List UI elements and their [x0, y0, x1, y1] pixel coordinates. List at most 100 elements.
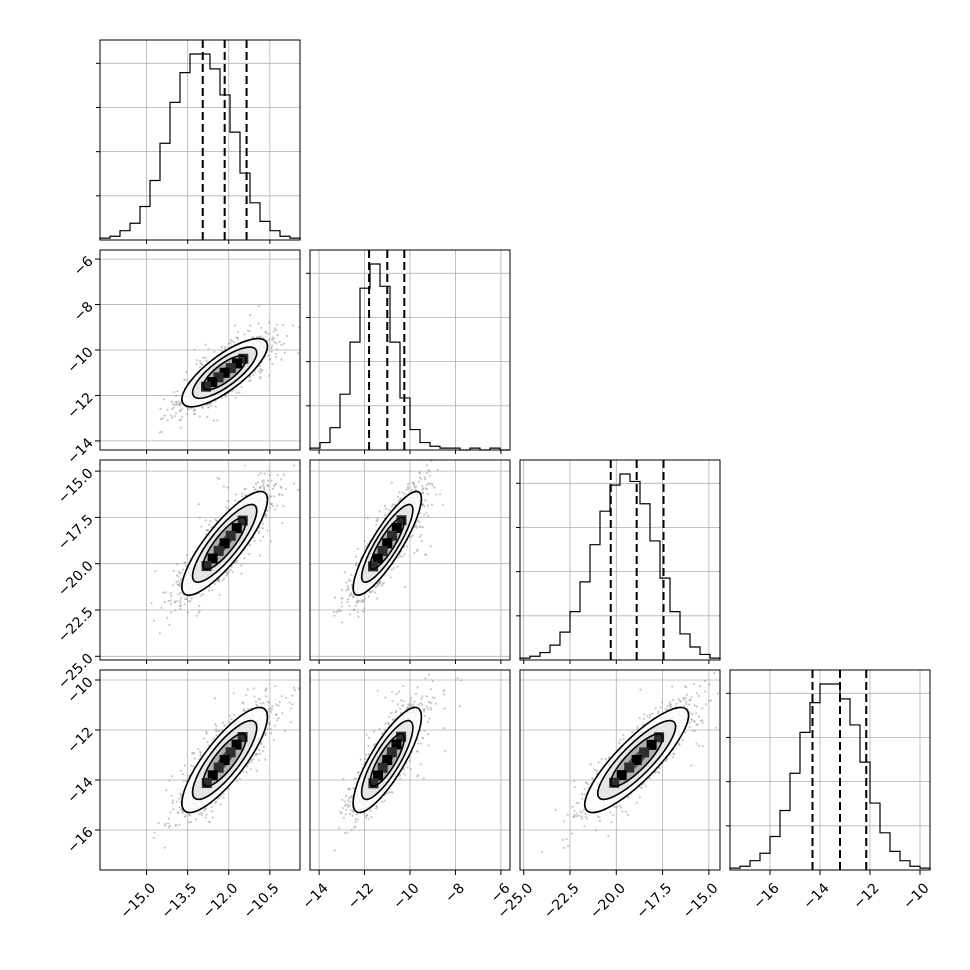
- sample-point: [270, 732, 273, 735]
- y-tick-label: −10: [64, 344, 96, 376]
- sample-point: [333, 614, 336, 617]
- sample-point: [272, 330, 276, 333]
- sample-point: [248, 552, 251, 556]
- sample-point: [187, 611, 190, 614]
- sample-point: [180, 596, 183, 599]
- sample-point: [271, 362, 274, 365]
- sample-point: [259, 367, 262, 371]
- sample-point: [339, 610, 342, 613]
- density-bin: [232, 358, 243, 369]
- sample-point: [262, 702, 265, 705]
- sample-point: [220, 346, 223, 349]
- sample-point: [413, 484, 416, 487]
- contour-line: [369, 516, 406, 571]
- sample-point: [270, 479, 273, 482]
- sample-point: [345, 581, 348, 584]
- panel-2-1: [309, 457, 511, 664]
- sample-point: [202, 737, 206, 740]
- sample-point: [427, 515, 430, 518]
- sample-point: [423, 505, 426, 508]
- sample-point: [215, 728, 218, 731]
- sample-point: [348, 613, 352, 616]
- sample-point: [366, 516, 369, 520]
- sample-point: [254, 700, 258, 703]
- sample-point: [194, 408, 197, 411]
- panel-1-1: [306, 249, 511, 454]
- density-bin: [238, 353, 249, 364]
- sample-point: [197, 503, 201, 506]
- contour-line: [202, 354, 247, 391]
- sample-point: [259, 375, 262, 379]
- sample-point: [396, 495, 399, 498]
- sample-point: [384, 507, 387, 510]
- sample-point: [240, 386, 243, 389]
- sample-point: [244, 444, 246, 446]
- sample-point: [369, 591, 372, 594]
- sample-point: [193, 348, 196, 351]
- sample-point: [259, 364, 262, 368]
- sample-point: [227, 570, 230, 573]
- sample-point: [268, 321, 271, 324]
- sample-point: [213, 582, 216, 585]
- sample-point: [259, 486, 262, 489]
- sample-point: [362, 610, 365, 613]
- sample-point: [232, 692, 235, 695]
- sample-point: [179, 604, 182, 607]
- sample-point: [245, 771, 248, 774]
- sample-point: [183, 603, 186, 606]
- sample-point: [167, 599, 171, 603]
- sample-point: [348, 594, 351, 597]
- sample-point: [218, 593, 221, 596]
- sample-point: [344, 589, 348, 592]
- sample-point: [258, 697, 261, 700]
- sample-point: [418, 471, 421, 474]
- sample-point: [403, 585, 406, 589]
- sample-point: [428, 474, 431, 477]
- sample-point: [425, 471, 429, 475]
- sample-point: [425, 487, 429, 491]
- sample-point: [198, 516, 201, 519]
- sample-point: [164, 822, 167, 826]
- sample-point: [248, 329, 251, 333]
- sample-point: [347, 587, 350, 590]
- sample-point: [204, 356, 207, 359]
- sample-point: [190, 407, 193, 410]
- sample-point: [233, 324, 237, 327]
- density-bin: [372, 553, 383, 564]
- sample-point: [274, 353, 278, 356]
- sample-point: [273, 495, 276, 498]
- sample-point: [410, 488, 414, 491]
- sample-point: [216, 419, 219, 422]
- sample-point: [423, 513, 426, 517]
- sample-point: [293, 482, 296, 485]
- sample-point: [409, 470, 412, 473]
- sample-point: [252, 485, 255, 489]
- density: [100, 250, 313, 450]
- sample-point: [179, 426, 182, 429]
- sample-point: [233, 341, 236, 344]
- sample-point: [179, 601, 182, 604]
- sample-point: [384, 513, 387, 516]
- sample-point: [205, 529, 208, 532]
- density-bin: [368, 561, 379, 572]
- sample-point: [266, 529, 269, 532]
- sample-point: [166, 616, 169, 619]
- sample-point: [274, 427, 276, 429]
- contour-line: [352, 490, 423, 596]
- y-tick-label: −14: [64, 435, 96, 467]
- sample-point: [316, 530, 318, 532]
- sample-point: [413, 551, 416, 555]
- sample-point: [229, 568, 232, 571]
- sample-point: [433, 457, 435, 459]
- sample-point: [210, 589, 214, 592]
- sample-point: [193, 412, 197, 416]
- sample-point: [178, 572, 181, 575]
- sample-point: [311, 348, 313, 350]
- sample-point: [258, 369, 261, 373]
- sample-point: [224, 395, 228, 398]
- sample-point: [417, 480, 420, 483]
- sample-point: [231, 340, 234, 343]
- density-bin: [387, 530, 398, 541]
- sample-point: [333, 610, 336, 613]
- sample-point: [267, 374, 271, 377]
